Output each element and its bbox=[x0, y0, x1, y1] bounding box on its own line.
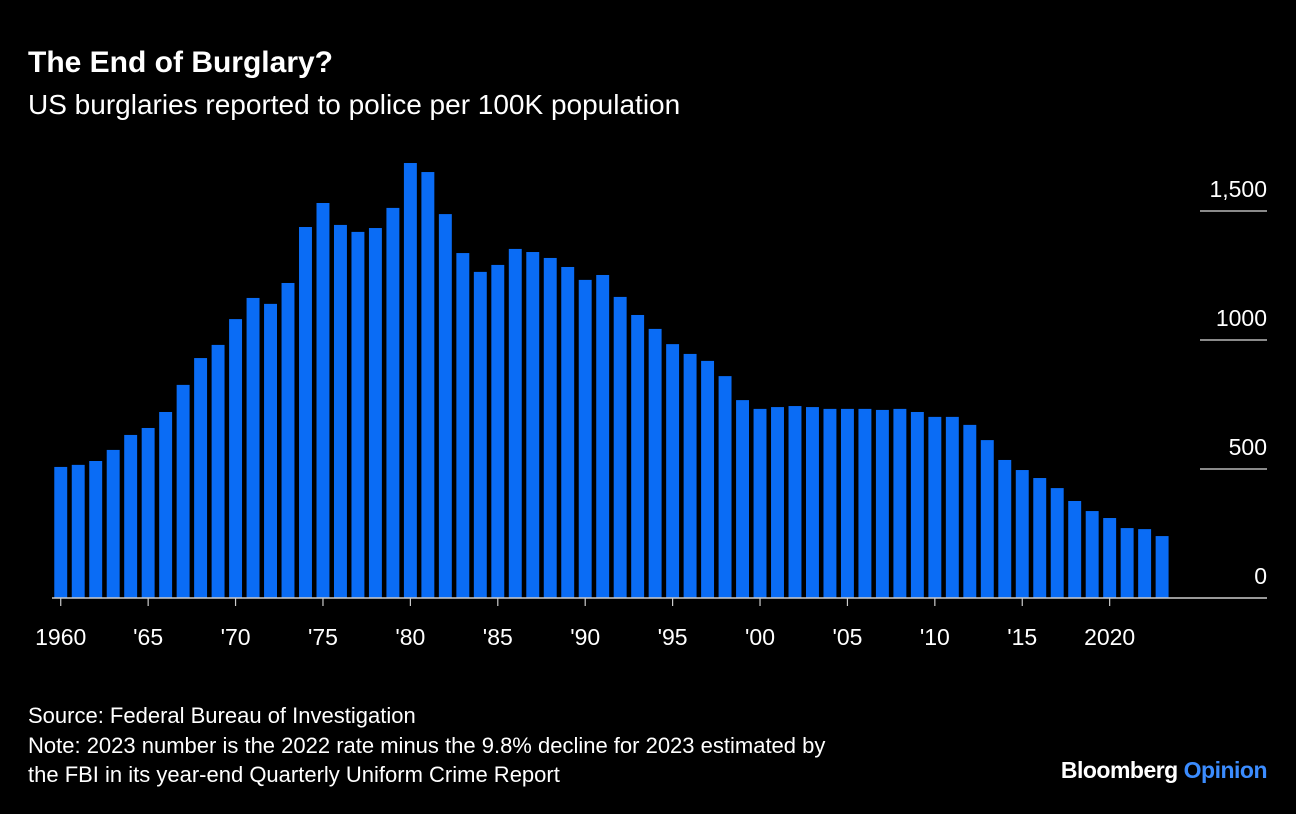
bar bbox=[945, 416, 959, 598]
bar bbox=[264, 303, 277, 598]
bar bbox=[351, 231, 365, 598]
bar bbox=[1120, 528, 1134, 598]
bar bbox=[858, 408, 872, 598]
bar bbox=[246, 297, 260, 598]
bar bbox=[1085, 511, 1099, 598]
bar bbox=[1050, 488, 1064, 598]
x-tick-label: '05 bbox=[832, 624, 862, 650]
x-tick-label: 2020 bbox=[1084, 624, 1135, 650]
x-tick-label: 1960 bbox=[35, 624, 86, 650]
brand-product: Opinion bbox=[1184, 757, 1267, 783]
bar bbox=[963, 424, 977, 598]
source: Source: Federal Bureau of Investigation bbox=[28, 703, 416, 728]
bar bbox=[386, 207, 400, 599]
bar bbox=[840, 408, 854, 598]
bar bbox=[456, 253, 470, 598]
bar bbox=[508, 248, 522, 598]
bar bbox=[89, 461, 103, 598]
bar bbox=[613, 296, 627, 598]
bar bbox=[753, 408, 767, 598]
y-tick-label: 0 bbox=[1254, 563, 1267, 589]
y-tick-label: 500 bbox=[1229, 434, 1267, 460]
bar bbox=[805, 407, 819, 598]
x-tick-label: '15 bbox=[1007, 624, 1037, 650]
bar bbox=[596, 274, 610, 598]
bar bbox=[631, 314, 645, 598]
brand: Bloomberg Opinion bbox=[1061, 757, 1267, 783]
bar bbox=[666, 344, 680, 598]
bar bbox=[701, 360, 715, 598]
bar bbox=[561, 266, 575, 598]
bar bbox=[788, 406, 802, 598]
bar bbox=[473, 271, 487, 598]
x-tick-label: '65 bbox=[133, 624, 163, 650]
x-tick-label: '70 bbox=[221, 624, 251, 650]
note: the FBI in its year-end Quarterly Unifor… bbox=[28, 762, 560, 787]
bar bbox=[194, 358, 208, 598]
bar bbox=[578, 279, 592, 598]
bar bbox=[176, 384, 190, 598]
bar bbox=[526, 252, 540, 598]
bar bbox=[333, 224, 347, 598]
bar bbox=[368, 228, 382, 598]
bar bbox=[281, 282, 295, 598]
x-tick-label: '90 bbox=[570, 624, 600, 650]
x-tick-label: '75 bbox=[308, 624, 338, 650]
bar bbox=[718, 376, 732, 598]
bar bbox=[299, 226, 312, 598]
brand-name: Bloomberg bbox=[1061, 757, 1178, 783]
y-tick-label: 1000 bbox=[1216, 305, 1267, 331]
bar bbox=[403, 163, 417, 598]
bar bbox=[543, 257, 557, 598]
bar bbox=[683, 353, 697, 598]
bar bbox=[875, 409, 889, 598]
bar bbox=[229, 319, 243, 598]
x-tick-label: '95 bbox=[658, 624, 688, 650]
bar bbox=[893, 408, 907, 598]
bar bbox=[771, 407, 784, 598]
bar bbox=[71, 464, 85, 598]
chart-subtitle: US burglaries reported to police per 100… bbox=[28, 89, 680, 120]
bar bbox=[124, 434, 138, 598]
x-tick-label: '10 bbox=[920, 624, 950, 650]
bar bbox=[910, 411, 924, 598]
bar bbox=[141, 427, 155, 598]
bar bbox=[54, 466, 68, 598]
bar bbox=[106, 449, 120, 598]
bar bbox=[1155, 536, 1169, 598]
bar bbox=[928, 416, 942, 598]
bar bbox=[316, 203, 330, 598]
bar bbox=[1103, 518, 1117, 598]
bar bbox=[491, 264, 505, 598]
x-tick-label: '85 bbox=[483, 624, 513, 650]
bar bbox=[159, 411, 173, 598]
bar bbox=[1138, 529, 1152, 598]
note: Note: 2023 number is the 2022 rate minus… bbox=[28, 733, 825, 758]
bar bbox=[1068, 500, 1082, 598]
bar bbox=[438, 214, 452, 598]
bar bbox=[998, 459, 1012, 598]
bar bbox=[823, 408, 837, 598]
bar bbox=[980, 440, 994, 598]
chart-title: The End of Burglary? bbox=[28, 46, 333, 79]
x-tick-label: '80 bbox=[395, 624, 425, 650]
bar bbox=[1033, 478, 1047, 598]
x-tick-label: '00 bbox=[745, 624, 775, 650]
bar bbox=[211, 344, 225, 598]
bar bbox=[736, 400, 750, 598]
y-tick-label: 1,500 bbox=[1209, 176, 1267, 202]
bar bbox=[421, 172, 435, 599]
bar bbox=[1015, 470, 1029, 598]
bar bbox=[648, 328, 662, 598]
